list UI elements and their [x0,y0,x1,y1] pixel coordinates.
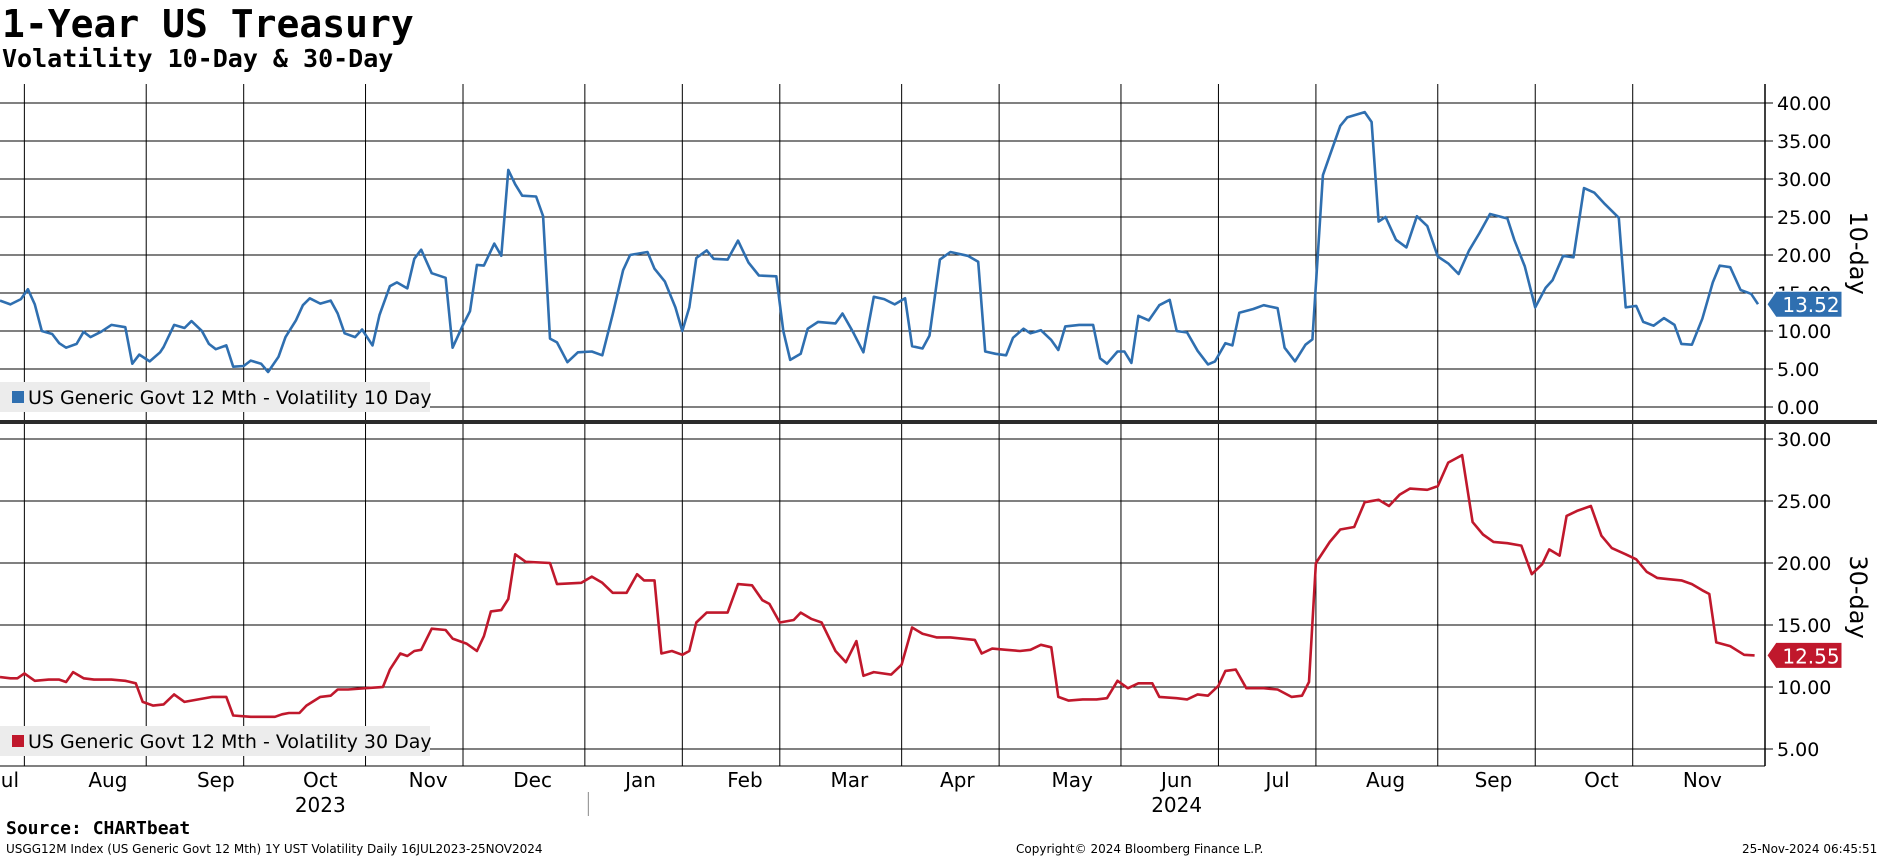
y-tick-label: 10.00 [1777,677,1831,699]
x-tick-label: May [1052,768,1094,792]
x-tick-label: Dec [513,768,552,792]
x-tick-label: Nov [409,768,448,792]
top-horizontal-gridlines [0,102,1765,408]
last-value-badge-10day [1766,290,1843,318]
y-tick-label: 30.00 [1777,169,1831,191]
y-axis-title-30day: 30-day [1844,555,1872,638]
source-label: Source: CHARTbeat [6,818,191,839]
bottom-y-tick-labels: 5.00 10.00 15.00 20.00 25.00 30.00 [1765,429,1831,761]
vertical-gridlines [23,84,1634,766]
legend-swatch [12,735,24,747]
top-y-tick-labels: 0.005.0010.0015.0020.0025.0030.0035.0040… [1765,93,1831,419]
panel-divider [0,420,1877,424]
x-tick-label: Jul [1264,768,1290,792]
x-tick-label: Jul [0,768,19,792]
y-tick-label: 5.00 [1777,359,1819,381]
x-tick-label: Sep [197,768,235,792]
last-value-badge-30day [1766,641,1843,669]
x-tick-label: Oct [1584,768,1619,792]
timestamp: 25-Nov-2024 06:45:51 [1742,842,1877,856]
y-tick-label: 40.00 [1777,93,1831,115]
y-tick-label: 30.00 [1777,429,1831,451]
y-tick-label: 0.00 [1777,397,1819,419]
x-tick-label: Jun [1159,768,1192,792]
x-tick-label: Sep [1475,768,1513,792]
x-tick-label: Mar [831,768,870,792]
x-tick-label: Jan [623,768,656,792]
x-tick-label: Feb [727,768,762,792]
y-tick-label: 25.00 [1777,207,1831,229]
series-10day [0,110,1760,374]
series-line-10day [0,110,1760,374]
x-tick-label: Oct [303,768,338,792]
y-tick-label: 25.00 [1777,491,1831,513]
y-tick-label: 10.00 [1777,321,1831,343]
y-tick-label: 35.00 [1777,131,1831,153]
series-30day [0,453,1755,719]
x-axis-labels: Jul Aug Sep Oct Nov Dec Jan Feb Mar Apr May Jun Jul A… [0,768,1722,817]
series-line-30day [0,453,1755,719]
y-tick-label: 20.00 [1777,553,1831,575]
index-description: USGG12M Index (US Generic Govt 12 Mth) 1… [6,842,543,856]
legend-box [0,726,430,756]
y-tick-label: 15.00 [1777,615,1831,637]
copyright: Copyright© 2024 Bloomberg Finance L.P. [1016,842,1264,856]
y-axis-title-10day: 10-day [1844,211,1872,294]
x-tick-label: Nov [1683,768,1722,792]
legends: US Generic Govt 12 Mth - Volatility 10 D… [0,382,432,756]
chart-title: 1-Year US Treasury [2,2,414,46]
axis-titles: 10-day 30-day [1844,211,1872,638]
bottom-horizontal-gridlines [0,438,1765,750]
last-value-badge-10day-label: 13.52 [1782,293,1839,317]
legend-box [0,382,430,412]
legend-label: US Generic Govt 12 Mth - Volatility 30 D… [28,731,432,753]
last-value-badges: 13.52 12.55 [1766,290,1843,669]
chart-frame [0,84,1877,767]
x-tick-label: Apr [940,768,975,792]
x-year-label: 2024 [1151,793,1202,817]
last-value-badge-30day-label: 12.55 [1782,644,1839,668]
y-tick-label: 5.00 [1777,739,1819,761]
chart-subtitle: Volatility 10-Day & 30-Day [2,44,394,73]
legend-swatch [12,391,24,403]
y-tick-label: 20.00 [1777,245,1831,267]
x-tick-label: Aug [1366,768,1405,792]
legend-label: US Generic Govt 12 Mth - Volatility 10 D… [28,387,432,409]
x-year-label: 2023 [295,793,346,817]
x-tick-label: Aug [88,768,127,792]
